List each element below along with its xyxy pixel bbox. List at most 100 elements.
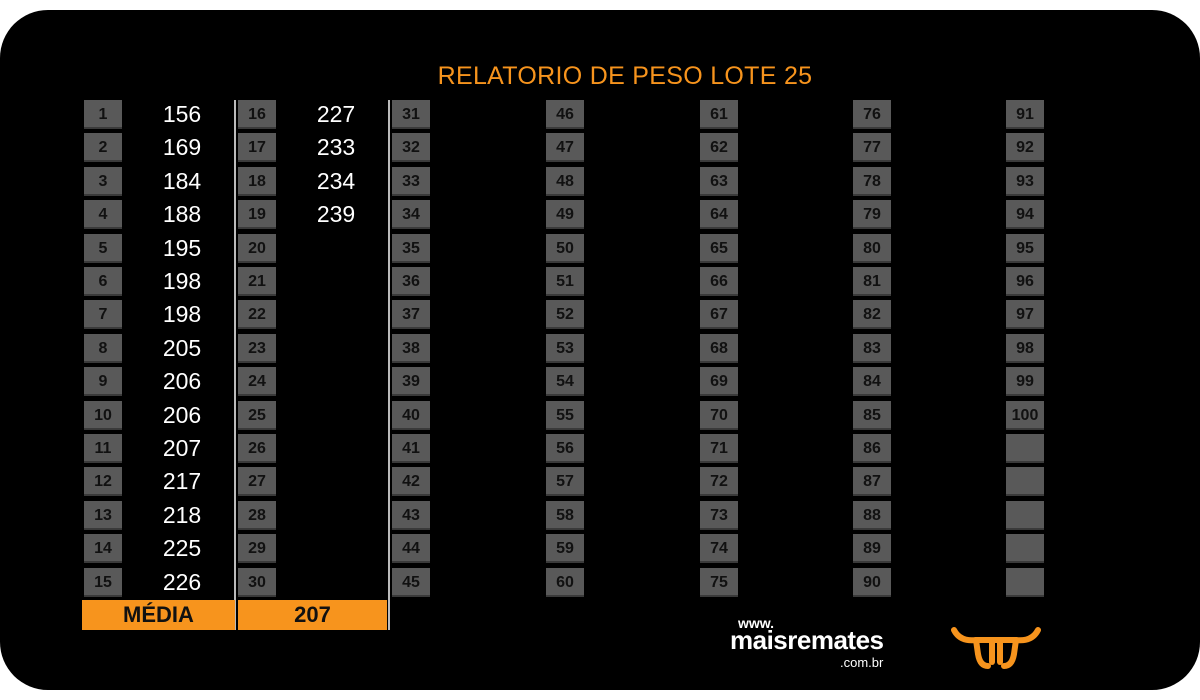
lot-number-cell: 82 xyxy=(853,300,891,330)
lot-number-cell xyxy=(1006,500,1044,530)
lot-number-cell: 42 xyxy=(392,467,430,497)
lot-number-cell: 91 xyxy=(1006,100,1044,129)
lot-number-cell: 34 xyxy=(392,200,430,230)
lot-number-cell: 53 xyxy=(546,333,584,363)
lot-number-cell: 24 xyxy=(238,367,276,397)
weight-value: 156 xyxy=(162,101,202,127)
lot-number-cell: 49 xyxy=(546,200,584,230)
lot-number-cell: 57 xyxy=(546,467,584,497)
lot-number-cell: 10 xyxy=(84,400,122,430)
lot-number-cell: 77 xyxy=(853,133,891,163)
weight-value: 218 xyxy=(162,501,202,528)
lot-number-cell: 5 xyxy=(84,233,122,263)
lot-number-cell: 81 xyxy=(853,267,891,296)
lot-number-cell: 66 xyxy=(700,267,738,296)
weight-value: 206 xyxy=(162,368,202,395)
lot-number-cell: 94 xyxy=(1006,200,1044,230)
lot-number-cell: 96 xyxy=(1006,267,1044,296)
lot-number-cell: 86 xyxy=(853,434,891,463)
lot-number-cell: 45 xyxy=(392,567,430,597)
lot-number-cell: 35 xyxy=(392,233,430,263)
column-divider xyxy=(388,100,390,630)
lot-number-cell: 65 xyxy=(700,233,738,263)
lot-number-cell: 69 xyxy=(700,367,738,397)
lot-number-cell: 6 xyxy=(84,267,122,296)
lot-number-cell: 72 xyxy=(700,467,738,497)
lot-number-cell: 55 xyxy=(546,400,584,430)
lot-number-cell: 21 xyxy=(238,267,276,296)
lot-number-cell: 18 xyxy=(238,166,276,196)
column-divider xyxy=(234,100,236,630)
lot-number-cell: 37 xyxy=(392,300,430,330)
lot-number-cell: 51 xyxy=(546,267,584,296)
lot-number-cell: 52 xyxy=(546,300,584,330)
weight-value: 195 xyxy=(162,234,202,261)
lot-number-cell: 32 xyxy=(392,133,430,163)
lot-number-cell: 46 xyxy=(546,100,584,129)
lot-number-cell: 83 xyxy=(853,333,891,363)
lot-number-cell: 8 xyxy=(84,333,122,363)
lot-number-cell: 41 xyxy=(392,434,430,463)
lot-number-cell: 98 xyxy=(1006,333,1044,363)
lot-number-cell: 100 xyxy=(1006,400,1044,430)
lot-number-cell: 70 xyxy=(700,400,738,430)
weight-value: 184 xyxy=(162,167,202,194)
lot-number-cell: 61 xyxy=(700,100,738,129)
lot-number-cell: 67 xyxy=(700,300,738,330)
lot-number-cell: 50 xyxy=(546,233,584,263)
lot-number-cell: 17 xyxy=(238,133,276,163)
lot-number-cell: 16 xyxy=(238,100,276,129)
lot-number-cell: 88 xyxy=(853,500,891,530)
lot-number-cell: 20 xyxy=(238,233,276,263)
lot-number-cell xyxy=(1006,567,1044,597)
lot-number-cell: 31 xyxy=(392,100,430,129)
lot-number-cell: 73 xyxy=(700,500,738,530)
weight-value: 233 xyxy=(316,134,356,161)
lot-number-cell: 36 xyxy=(392,267,430,296)
lot-number-cell: 3 xyxy=(84,166,122,196)
average-value: 207 xyxy=(238,600,387,630)
logo-name: maisremates xyxy=(730,625,884,655)
lot-number-cell: 39 xyxy=(392,367,430,397)
lot-number-cell: 54 xyxy=(546,367,584,397)
lot-number-cell: 30 xyxy=(238,567,276,597)
lot-number-cell: 60 xyxy=(546,567,584,597)
weight-report-board: RELATORIO DE PESO LOTE 25 1 156 2 169 3 184 4 1… xyxy=(0,10,1200,690)
lot-number-cell: 63 xyxy=(700,166,738,196)
lot-number-cell: 26 xyxy=(238,434,276,463)
lot-number-cell: 9 xyxy=(84,367,122,397)
lot-number-cell: 99 xyxy=(1006,367,1044,397)
lot-number-cell: 90 xyxy=(853,567,891,597)
lot-number-cell: 25 xyxy=(238,400,276,430)
weight-value: 225 xyxy=(162,535,202,562)
lot-number-cell: 43 xyxy=(392,500,430,530)
lot-number-cell: 74 xyxy=(700,534,738,564)
lot-number-cell: 87 xyxy=(853,467,891,497)
lot-number-cell: 64 xyxy=(700,200,738,230)
weight-value: 207 xyxy=(162,435,202,461)
lot-number-cell: 4 xyxy=(84,200,122,230)
lot-number-cell: 11 xyxy=(84,434,122,463)
lot-number-cell: 76 xyxy=(853,100,891,129)
lot-number-cell: 95 xyxy=(1006,233,1044,263)
weight-value: 188 xyxy=(162,201,202,228)
lot-number-cell: 19 xyxy=(238,200,276,230)
lot-number-cell: 44 xyxy=(392,534,430,564)
weight-value: 206 xyxy=(162,401,202,428)
lot-number-cell: 28 xyxy=(238,500,276,530)
lot-number-cell xyxy=(1006,434,1044,463)
lot-number-cell: 62 xyxy=(700,133,738,163)
weight-value: 217 xyxy=(162,468,202,495)
lot-number-cell: 59 xyxy=(546,534,584,564)
lot-number-cell: 93 xyxy=(1006,166,1044,196)
lot-number-cell: 38 xyxy=(392,333,430,363)
lot-number-cell: 68 xyxy=(700,333,738,363)
average-label: MÉDIA xyxy=(82,600,235,630)
report-title: RELATORIO DE PESO LOTE 25 xyxy=(437,62,813,90)
weight-value: 205 xyxy=(162,334,202,361)
lot-number-cell: 7 xyxy=(84,300,122,330)
lot-number-cell: 15 xyxy=(84,567,122,597)
weight-value: 234 xyxy=(316,167,356,194)
logo-www: www. xyxy=(738,615,775,631)
weight-value: 227 xyxy=(316,101,356,127)
